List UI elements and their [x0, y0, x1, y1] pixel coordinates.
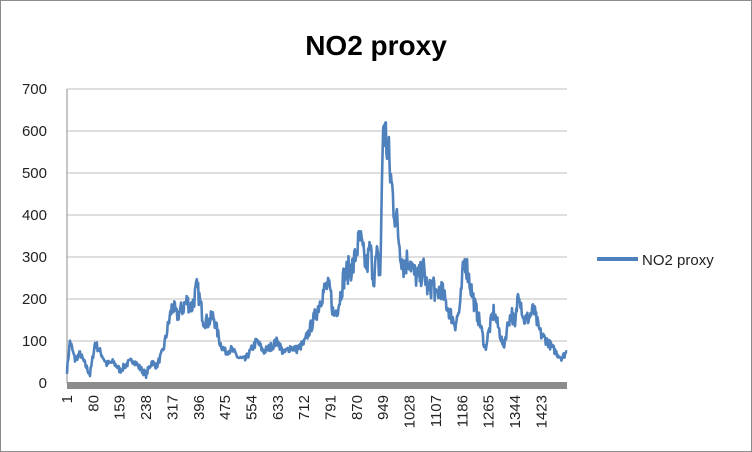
- y-tick-label: 100: [22, 333, 47, 350]
- y-tick-labels: 0 100 200 300 400 500 600 700: [22, 81, 47, 392]
- x-tick-label: 949: [375, 395, 392, 420]
- legend-label-no2-proxy: NO2 proxy: [642, 252, 714, 269]
- x-tick-label: 1186: [454, 395, 471, 427]
- series-line-no2-proxy: [65, 121, 568, 380]
- y-tick-label: 700: [22, 81, 47, 98]
- y-tick-label: 0: [39, 375, 47, 392]
- x-tick-label: 1423: [533, 395, 550, 428]
- series-layer: [65, 121, 568, 380]
- axes: [66, 89, 567, 389]
- x-axis-baseline: [67, 382, 567, 389]
- x-tick-label: 1: [59, 395, 76, 403]
- x-tick-label: 80: [85, 395, 102, 412]
- x-tick-label: 1028: [402, 395, 419, 428]
- y-tick-label: 200: [22, 291, 47, 308]
- gridlines: [67, 88, 567, 342]
- x-tick-labels: 1 80 159 238 317 396 475 554 633 712 791 870 949 1028…: [59, 395, 550, 428]
- x-tick-label: 317: [164, 395, 181, 420]
- x-tick-label: 633: [270, 395, 287, 420]
- x-tick-label: 791: [323, 395, 340, 420]
- x-tick-label: 870: [349, 395, 366, 420]
- legend[interactable]: NO2 proxy: [597, 252, 714, 269]
- x-tick-label: 159: [112, 395, 129, 420]
- x-tick-label: 238: [138, 395, 155, 420]
- y-tick-label: 500: [22, 165, 47, 182]
- x-tick-label: 396: [191, 395, 208, 420]
- x-tick-label: 1265: [481, 395, 498, 428]
- x-tick-label: 1107: [428, 395, 445, 427]
- x-tick-label: 554: [243, 395, 260, 420]
- y-tick-label: 600: [22, 123, 47, 140]
- x-tick-label: 712: [296, 395, 313, 420]
- x-tick-label: 475: [217, 395, 234, 420]
- y-tick-label: 400: [22, 207, 47, 224]
- x-tick-label: 1344: [507, 395, 524, 428]
- chart-title: NO2 proxy: [305, 30, 447, 61]
- y-tick-label: 300: [22, 249, 47, 266]
